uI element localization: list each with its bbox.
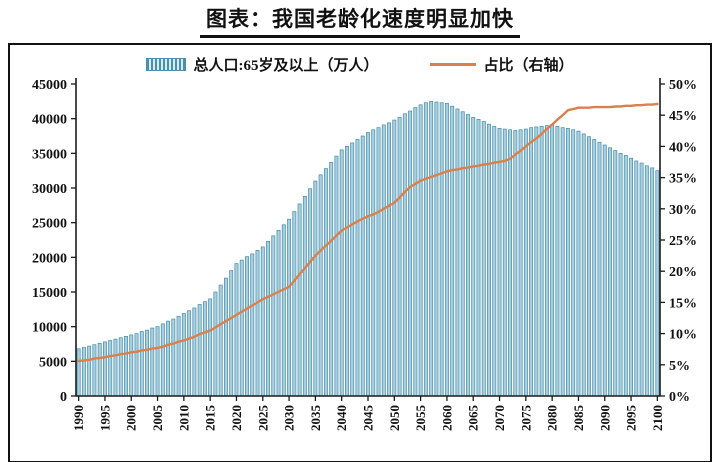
svg-text:45000: 45000 <box>32 78 67 93</box>
svg-text:25000: 25000 <box>32 217 67 232</box>
svg-text:30000: 30000 <box>32 182 67 197</box>
svg-text:20%: 20% <box>669 265 697 280</box>
svg-text:1990: 1990 <box>71 405 86 431</box>
svg-text:2015: 2015 <box>203 405 218 432</box>
svg-text:2050: 2050 <box>387 405 402 431</box>
svg-text:30%: 30% <box>669 203 697 218</box>
svg-text:0: 0 <box>60 390 67 405</box>
svg-text:35%: 35% <box>669 172 697 187</box>
svg-text:2070: 2070 <box>492 405 507 431</box>
svg-text:40000: 40000 <box>32 113 67 128</box>
legend-line-label: 占比（右轴） <box>483 57 574 74</box>
svg-text:15%: 15% <box>669 296 697 311</box>
legend-item-bars: 总人口:65岁及以上（万人） <box>146 54 378 75</box>
svg-text:25%: 25% <box>669 234 697 249</box>
aging-chart-canvas: 0 5000 10000 15000 20000 25000 30000 35000 40000… <box>32 78 697 432</box>
svg-text:15000: 15000 <box>32 286 67 301</box>
svg-text:45%: 45% <box>669 109 697 124</box>
svg-text:2065: 2065 <box>466 405 481 432</box>
svg-text:2090: 2090 <box>597 405 612 431</box>
svg-text:35000: 35000 <box>32 147 67 162</box>
svg-text:2025: 2025 <box>255 405 270 432</box>
svg-text:20000: 20000 <box>32 251 67 266</box>
svg-text:2005: 2005 <box>150 405 165 432</box>
svg-text:2045: 2045 <box>361 405 376 432</box>
legend-bars-label: 总人口:65岁及以上（万人） <box>193 57 379 74</box>
svg-text:2060: 2060 <box>439 405 454 431</box>
svg-text:2030: 2030 <box>282 405 297 431</box>
svg-text:2000: 2000 <box>124 405 139 431</box>
svg-text:2020: 2020 <box>229 405 244 431</box>
svg-text:2085: 2085 <box>571 405 586 432</box>
svg-text:2010: 2010 <box>176 405 191 431</box>
svg-text:2080: 2080 <box>545 405 560 431</box>
legend-item-line: 占比（右轴） <box>430 54 574 75</box>
svg-text:50%: 50% <box>669 78 697 93</box>
svg-text:2095: 2095 <box>624 405 639 432</box>
svg-text:2035: 2035 <box>308 405 323 432</box>
svg-text:10%: 10% <box>669 328 697 343</box>
chart-title-wrap: 图表：我国老龄化速度明显加快 <box>0 0 720 38</box>
svg-text:5%: 5% <box>669 359 690 374</box>
svg-text:5000: 5000 <box>39 355 67 370</box>
bar-series-swatch-icon <box>146 57 187 71</box>
chart-container: 总人口:65岁及以上（万人） 占比（右轴） 0 5000 10000 15000 200… <box>8 43 712 462</box>
svg-text:2040: 2040 <box>334 405 349 431</box>
svg-text:0%: 0% <box>669 390 690 405</box>
svg-text:2075: 2075 <box>518 405 533 432</box>
svg-text:2100: 2100 <box>650 405 665 431</box>
svg-text:1995: 1995 <box>97 405 112 432</box>
line-series-swatch-icon <box>430 62 477 66</box>
svg-text:10000: 10000 <box>32 321 67 336</box>
svg-text:2055: 2055 <box>413 405 428 432</box>
page-title: 图表：我国老龄化速度明显加快 <box>200 3 520 38</box>
chart-legend: 总人口:65岁及以上（万人） 占比（右轴） <box>10 54 710 74</box>
svg-text:40%: 40% <box>669 140 697 155</box>
